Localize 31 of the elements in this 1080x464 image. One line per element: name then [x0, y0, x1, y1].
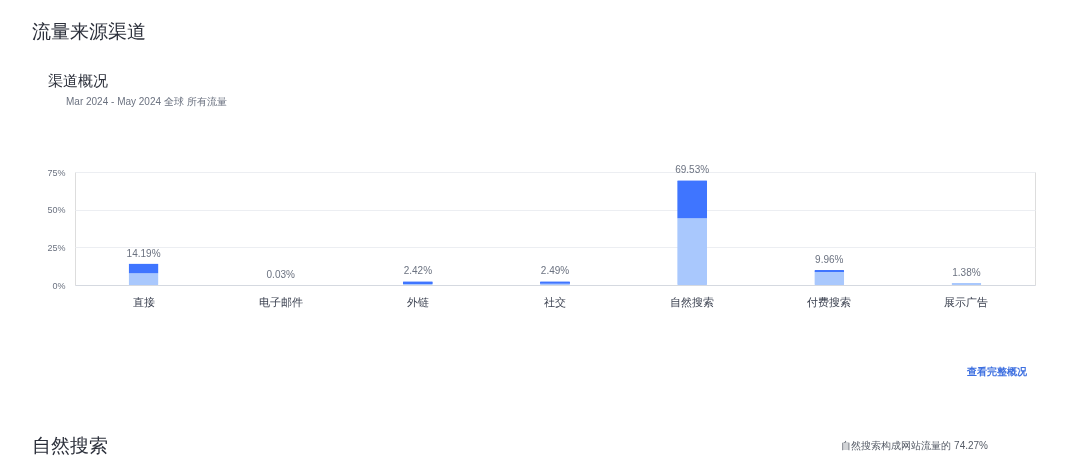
total-label: 69.53%	[675, 164, 710, 176]
total-label: 1.38%	[952, 266, 981, 278]
bar	[128, 263, 159, 274]
bar	[677, 180, 708, 219]
chart-subtitle: Mar 2024 - May 2024 全球 所有流量	[66, 96, 227, 107]
bar	[814, 269, 845, 273]
x-tick-label: 社交	[544, 296, 566, 308]
x-tick-label: 外链	[406, 296, 429, 308]
total-label: 9.96%	[815, 253, 844, 265]
total-label: 14.19%	[126, 247, 161, 259]
y-tick-label: 75%	[47, 167, 66, 178]
x-tick-label: 电子邮件	[258, 296, 303, 308]
text: 查看完整概况	[966, 366, 1028, 377]
bar	[814, 272, 845, 285]
total-label: 0.03%	[266, 268, 295, 280]
text: 自然搜索	[32, 435, 108, 456]
bar	[128, 273, 159, 285]
x-tick-label: 展示广告	[944, 296, 989, 308]
bar	[951, 282, 982, 285]
chart-title: 渠道概况	[48, 72, 108, 89]
total-label: 2.49%	[540, 265, 570, 277]
x-tick-label: 付费搜索	[807, 296, 852, 308]
total-label: 2.42%	[403, 265, 433, 277]
y-tick-label: 50%	[47, 205, 66, 216]
text: 自然搜索构成网站流量的 74.27%	[841, 440, 989, 451]
text: 流量来源渠道	[32, 21, 146, 42]
x-tick-label: 自然搜索	[670, 296, 715, 308]
y-tick-label: 25%	[47, 242, 66, 253]
bar	[677, 218, 708, 285]
x-tick-label: 直接	[132, 296, 155, 308]
y-tick-label: 0%	[52, 280, 66, 291]
